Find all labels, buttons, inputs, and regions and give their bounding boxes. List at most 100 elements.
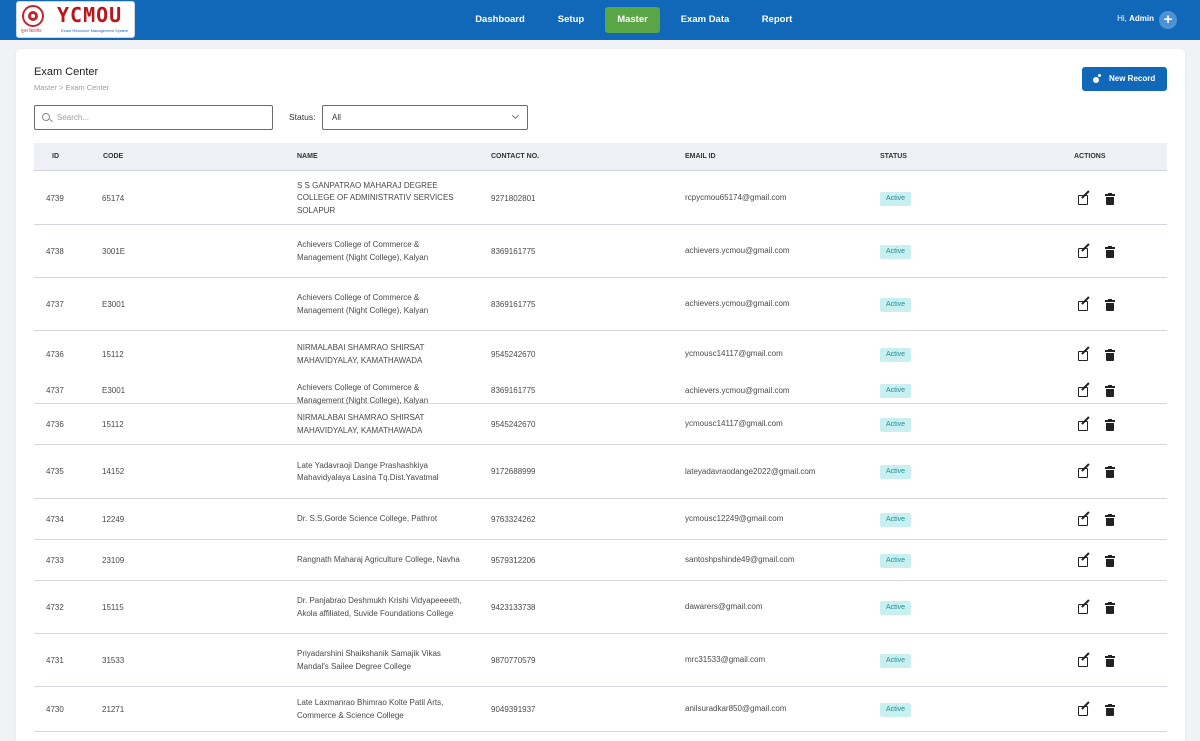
user-name: Admin — [1129, 14, 1154, 23]
status-badge: Active — [880, 244, 912, 259]
table-header: ID CODE NAME CONTACT NO. EMAIL ID STATUS… — [34, 143, 1167, 171]
breadcrumb: Master > Exam Center — [34, 83, 110, 92]
nav-report[interactable]: Report — [761, 14, 793, 25]
nav-exam-data[interactable]: Exam Data — [680, 14, 730, 25]
trash-icon-lid — [1105, 602, 1115, 605]
table-row: 4730 21271 Late Laxmanrao Bhimrao Kolte Pa… — [34, 687, 1167, 732]
cell-email: ycmousc14117@gmail.com — [685, 349, 783, 358]
cell-contact: 9423133738 — [491, 602, 536, 612]
edit-icon[interactable] — [1078, 415, 1090, 431]
trash-icon[interactable] — [1105, 554, 1115, 567]
page-title: Exam Center — [34, 66, 99, 78]
trash-icon-lid — [1105, 193, 1115, 196]
trash-icon-lid — [1105, 704, 1115, 707]
trash-icon[interactable] — [1105, 245, 1115, 258]
trash-icon-lid — [1105, 349, 1115, 352]
trash-icon[interactable] — [1105, 703, 1115, 716]
cell-code: E3001 — [102, 299, 126, 309]
edit-icon[interactable] — [1078, 463, 1090, 478]
search-box — [34, 105, 273, 130]
trash-icon-can — [1106, 249, 1114, 258]
col-header-name[interactable]: NAME — [297, 153, 318, 160]
cell-email: dawarers@gmail.com — [685, 602, 763, 611]
cell-name: Achievers College of Commerce & Manageme… — [297, 240, 429, 262]
trash-icon[interactable] — [1105, 192, 1115, 205]
logo-subtext: मुक्त विद्यापीठ — [21, 28, 42, 33]
col-header-id[interactable]: ID — [52, 153, 59, 160]
cell-id: 4730 — [46, 704, 64, 714]
new-record-button[interactable]: New Record — [1082, 67, 1167, 91]
edit-icon[interactable] — [1078, 189, 1090, 205]
trash-icon[interactable] — [1105, 513, 1115, 526]
cell-contact: 9172688999 — [491, 467, 536, 476]
cell-contact: 8369161775 — [491, 246, 536, 256]
cell-name: Late Laxmanrao Bhimrao Kolte Patil Arts,… — [297, 698, 444, 720]
logo-tagline: Exam Resource Management System — [61, 28, 129, 33]
trash-icon-lid — [1105, 514, 1115, 517]
new-record-label: New Record — [1109, 74, 1156, 83]
cell-name: Achievers College of Commerce & Manageme… — [297, 293, 429, 315]
cell-email: ycmousc14117@gmail.com — [685, 419, 783, 428]
trash-icon[interactable] — [1105, 466, 1115, 478]
edit-icon[interactable] — [1078, 651, 1090, 667]
search-input[interactable] — [57, 106, 267, 129]
col-header-contact[interactable]: CONTACT NO. — [491, 153, 540, 160]
trash-icon[interactable] — [1105, 385, 1115, 397]
trash-icon-lid — [1105, 419, 1115, 422]
trash-icon[interactable] — [1105, 298, 1115, 311]
cell-email: rcpycmou65174@gmail.com — [685, 193, 787, 202]
table-row: 4737 E3001 Achievers College of Commerce &… — [34, 278, 1167, 331]
user-greeting[interactable]: Hi, Admin — [1117, 14, 1154, 23]
trash-icon-can — [1106, 302, 1114, 311]
edit-icon[interactable] — [1078, 598, 1090, 614]
cell-contact: 9545242670 — [491, 419, 536, 429]
cell-name: S S GANPATRAO MAHARAJ DEGREE COLLEGE OF … — [297, 180, 454, 215]
app-logo[interactable]: मुक्त विद्यापीठ YCMOU Exam Resource Mana… — [16, 1, 135, 38]
trash-icon-can — [1106, 422, 1114, 431]
cell-name: Achievers College of Commerce & Manageme… — [297, 383, 429, 405]
cell-contact: 9870770579 — [491, 655, 536, 665]
cell-code: 65174 — [102, 193, 125, 203]
top-navbar: मुक्त विद्यापीठ YCMOU Exam Resource Mana… — [0, 0, 1200, 40]
cell-contact: 9763324262 — [491, 514, 536, 524]
cell-contact: 8369161775 — [491, 386, 536, 395]
trash-icon-can — [1106, 605, 1114, 614]
nav-master[interactable]: Master — [605, 7, 660, 33]
edit-icon[interactable] — [1078, 510, 1090, 526]
trash-icon-can — [1106, 658, 1114, 667]
table-row: 4732 15115 Dr. Panjabrao Deshmukh Krishi V… — [34, 581, 1167, 634]
edit-icon[interactable] — [1078, 551, 1090, 567]
table-row: 4735 14152 Late Yadavraoji Dange Prashashk… — [34, 445, 1167, 499]
trash-icon-lid — [1105, 299, 1115, 302]
edit-icon[interactable] — [1078, 242, 1090, 258]
nav-setup[interactable]: Setup — [557, 14, 585, 25]
trash-icon-lid — [1105, 555, 1115, 558]
edit-icon[interactable] — [1078, 345, 1090, 361]
cell-code: 23109 — [102, 555, 125, 565]
logo-text: YCMOU — [57, 3, 123, 27]
edit-icon[interactable] — [1078, 382, 1090, 397]
col-header-email[interactable]: EMAIL ID — [685, 153, 716, 160]
trash-icon[interactable] — [1105, 654, 1115, 667]
status-filter-select[interactable]: All — [322, 105, 528, 130]
cell-id: 4737 — [46, 299, 64, 309]
user-menu-plus-icon[interactable]: + — [1159, 11, 1177, 29]
cell-contact: 9271802801 — [491, 193, 536, 203]
table-row: 4731 31533 Priyadarshini Shaikshanik Samaj… — [34, 634, 1167, 687]
trash-icon[interactable] — [1105, 348, 1115, 361]
cell-email: achievers.ycmou@gmail.com — [685, 385, 790, 395]
cell-id: 4732 — [46, 602, 64, 612]
table-row: 4739 65174 S S GANPATRAO MAHARAJ DEGREE CO… — [34, 172, 1167, 225]
edit-icon[interactable] — [1078, 295, 1090, 311]
status-filter-label: Status: — [289, 112, 316, 122]
trash-icon[interactable] — [1105, 601, 1115, 614]
cell-code: 12249 — [102, 514, 125, 524]
cell-code: 15115 — [102, 602, 124, 612]
col-header-status[interactable]: STATUS — [880, 153, 907, 160]
cell-contact: 9545242670 — [491, 349, 536, 359]
col-header-code[interactable]: CODE — [103, 153, 124, 160]
edit-icon[interactable] — [1078, 700, 1090, 716]
trash-icon[interactable] — [1105, 418, 1115, 431]
nav-dashboard[interactable]: Dashboard — [475, 14, 525, 25]
status-badge: Active — [880, 191, 912, 206]
